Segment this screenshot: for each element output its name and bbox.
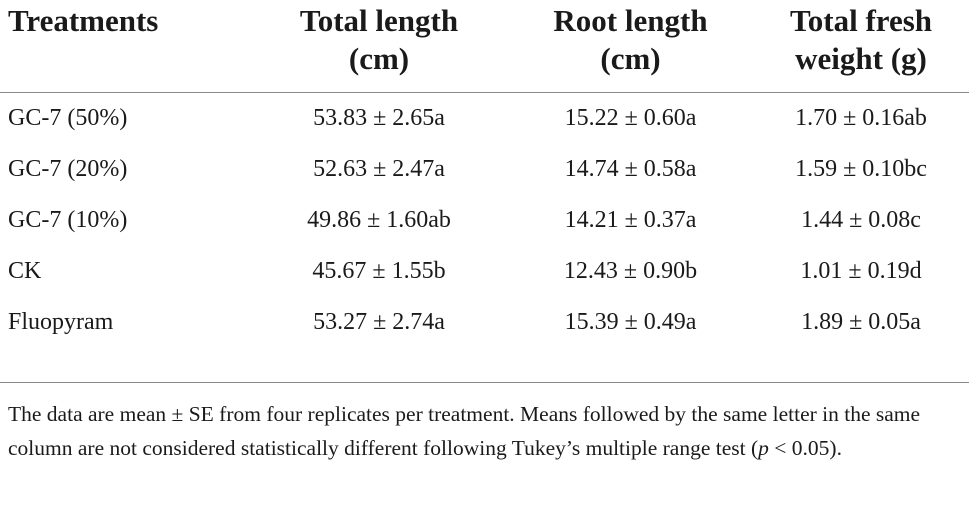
cell-fresh-weight: 1.70 ± 0.16ab — [795, 105, 927, 131]
cell-treatment: Fluopyram — [8, 309, 114, 335]
cell-fresh-weight: 1.59 ± 0.10bc — [795, 156, 927, 182]
table-row: GC-7 (10%) 49.86 ± 1.60ab 14.21 ± 0.37a … — [0, 195, 969, 246]
table-footnote: The data are mean ± SE from four replica… — [8, 397, 963, 465]
results-table: Treatments Total length (cm) Root length… — [0, 0, 969, 349]
cell-fresh-weight: 1.44 ± 0.08c — [801, 207, 921, 233]
cell-total-length: 45.67 ± 1.55b — [312, 258, 446, 284]
header-treatments-line1: Treatments — [8, 3, 159, 38]
table-header: Treatments Total length (cm) Root length… — [0, 0, 969, 93]
table-row: GC-7 (20%) 52.63 ± 2.47a 14.74 ± 0.58a 1… — [0, 144, 969, 195]
cell-root-length: 14.21 ± 0.37a — [564, 207, 697, 233]
table-row: Fluopyram 53.27 ± 2.74a 15.39 ± 0.49a 1.… — [0, 297, 969, 348]
header-root-length: Root length (cm) — [508, 0, 753, 93]
cell-total-length: 53.27 ± 2.74a — [313, 309, 445, 335]
header-treatments: Treatments — [0, 0, 250, 93]
header-total-length-line2: (cm) — [348, 41, 410, 76]
cell-fresh-weight: 1.01 ± 0.19d — [800, 258, 922, 284]
cell-treatment: GC-7 (10%) — [8, 207, 128, 233]
cell-treatment: GC-7 (20%) — [8, 156, 128, 182]
table-row: GC-7 (50%) 53.83 ± 2.65a 15.22 ± 0.60a 1… — [0, 93, 969, 145]
table-body: GC-7 (50%) 53.83 ± 2.65a 15.22 ± 0.60a 1… — [0, 93, 969, 349]
cell-treatment: CK — [8, 258, 42, 284]
cell-total-length: 49.86 ± 1.60ab — [307, 207, 451, 233]
header-fresh-weight-line2: weight (g) — [795, 41, 927, 76]
table-bottom-rule — [0, 382, 969, 383]
header-total-length: Total length (cm) — [250, 0, 508, 93]
header-root-length-line1: Root length — [553, 3, 708, 38]
footnote-p-symbol: p — [758, 436, 769, 460]
header-total-length-line1: Total length — [299, 3, 459, 38]
footnote-text-after: < 0.05). — [768, 436, 842, 460]
header-root-length-line2: (cm) — [600, 41, 661, 76]
cell-root-length: 15.39 ± 0.49a — [564, 309, 697, 335]
footnote-text-before: The data are mean ± SE from four replica… — [8, 402, 921, 460]
cell-fresh-weight: 1.89 ± 0.05a — [801, 309, 921, 335]
cell-root-length: 15.22 ± 0.60a — [564, 105, 697, 131]
cell-root-length: 14.74 ± 0.58a — [564, 156, 697, 182]
header-row: Treatments Total length (cm) Root length… — [0, 0, 969, 93]
cell-treatment: GC-7 (50%) — [8, 105, 128, 131]
cell-total-length: 52.63 ± 2.47a — [313, 156, 445, 182]
table-row: CK 45.67 ± 1.55b 12.43 ± 0.90b 1.01 ± 0.… — [0, 246, 969, 297]
header-fresh-weight-line1: Total fresh — [789, 3, 933, 38]
cell-total-length: 53.83 ± 2.65a — [313, 105, 445, 131]
cell-root-length: 12.43 ± 0.90b — [563, 258, 698, 284]
header-fresh-weight: Total fresh weight (g) — [753, 0, 969, 93]
